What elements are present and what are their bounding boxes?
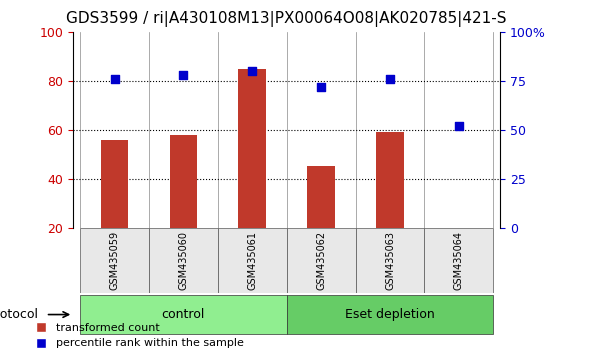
Point [385,76,395,82]
Point [179,72,188,78]
FancyBboxPatch shape [425,228,493,293]
Text: protocol: protocol [0,308,39,321]
Text: GSM435064: GSM435064 [454,231,464,290]
Point [316,84,326,90]
Text: GSM435061: GSM435061 [247,231,257,290]
FancyBboxPatch shape [149,228,218,293]
Bar [170,135,197,228]
FancyBboxPatch shape [287,228,356,293]
Text: GSM435059: GSM435059 [110,230,120,290]
FancyBboxPatch shape [218,228,287,293]
Bar [101,139,128,228]
Text: control: control [162,308,205,321]
Bar [239,69,266,228]
Text: GSM435062: GSM435062 [316,230,326,290]
Legend: transformed count, percentile rank within the sample: transformed count, percentile rank withi… [30,323,243,348]
Text: Eset depletion: Eset depletion [345,308,435,321]
Text: GDS3599 / ri|A430108M13|PX00064O08|AK020785|421-S: GDS3599 / ri|A430108M13|PX00064O08|AK020… [66,11,507,27]
FancyBboxPatch shape [80,295,287,334]
FancyBboxPatch shape [80,228,149,293]
FancyBboxPatch shape [287,295,493,334]
Point [110,76,120,82]
Bar [307,166,335,228]
FancyBboxPatch shape [356,228,425,293]
Point [248,68,257,74]
Point [454,123,464,129]
Bar [376,132,404,228]
Text: GSM435063: GSM435063 [385,231,395,290]
Text: GSM435060: GSM435060 [178,231,188,290]
